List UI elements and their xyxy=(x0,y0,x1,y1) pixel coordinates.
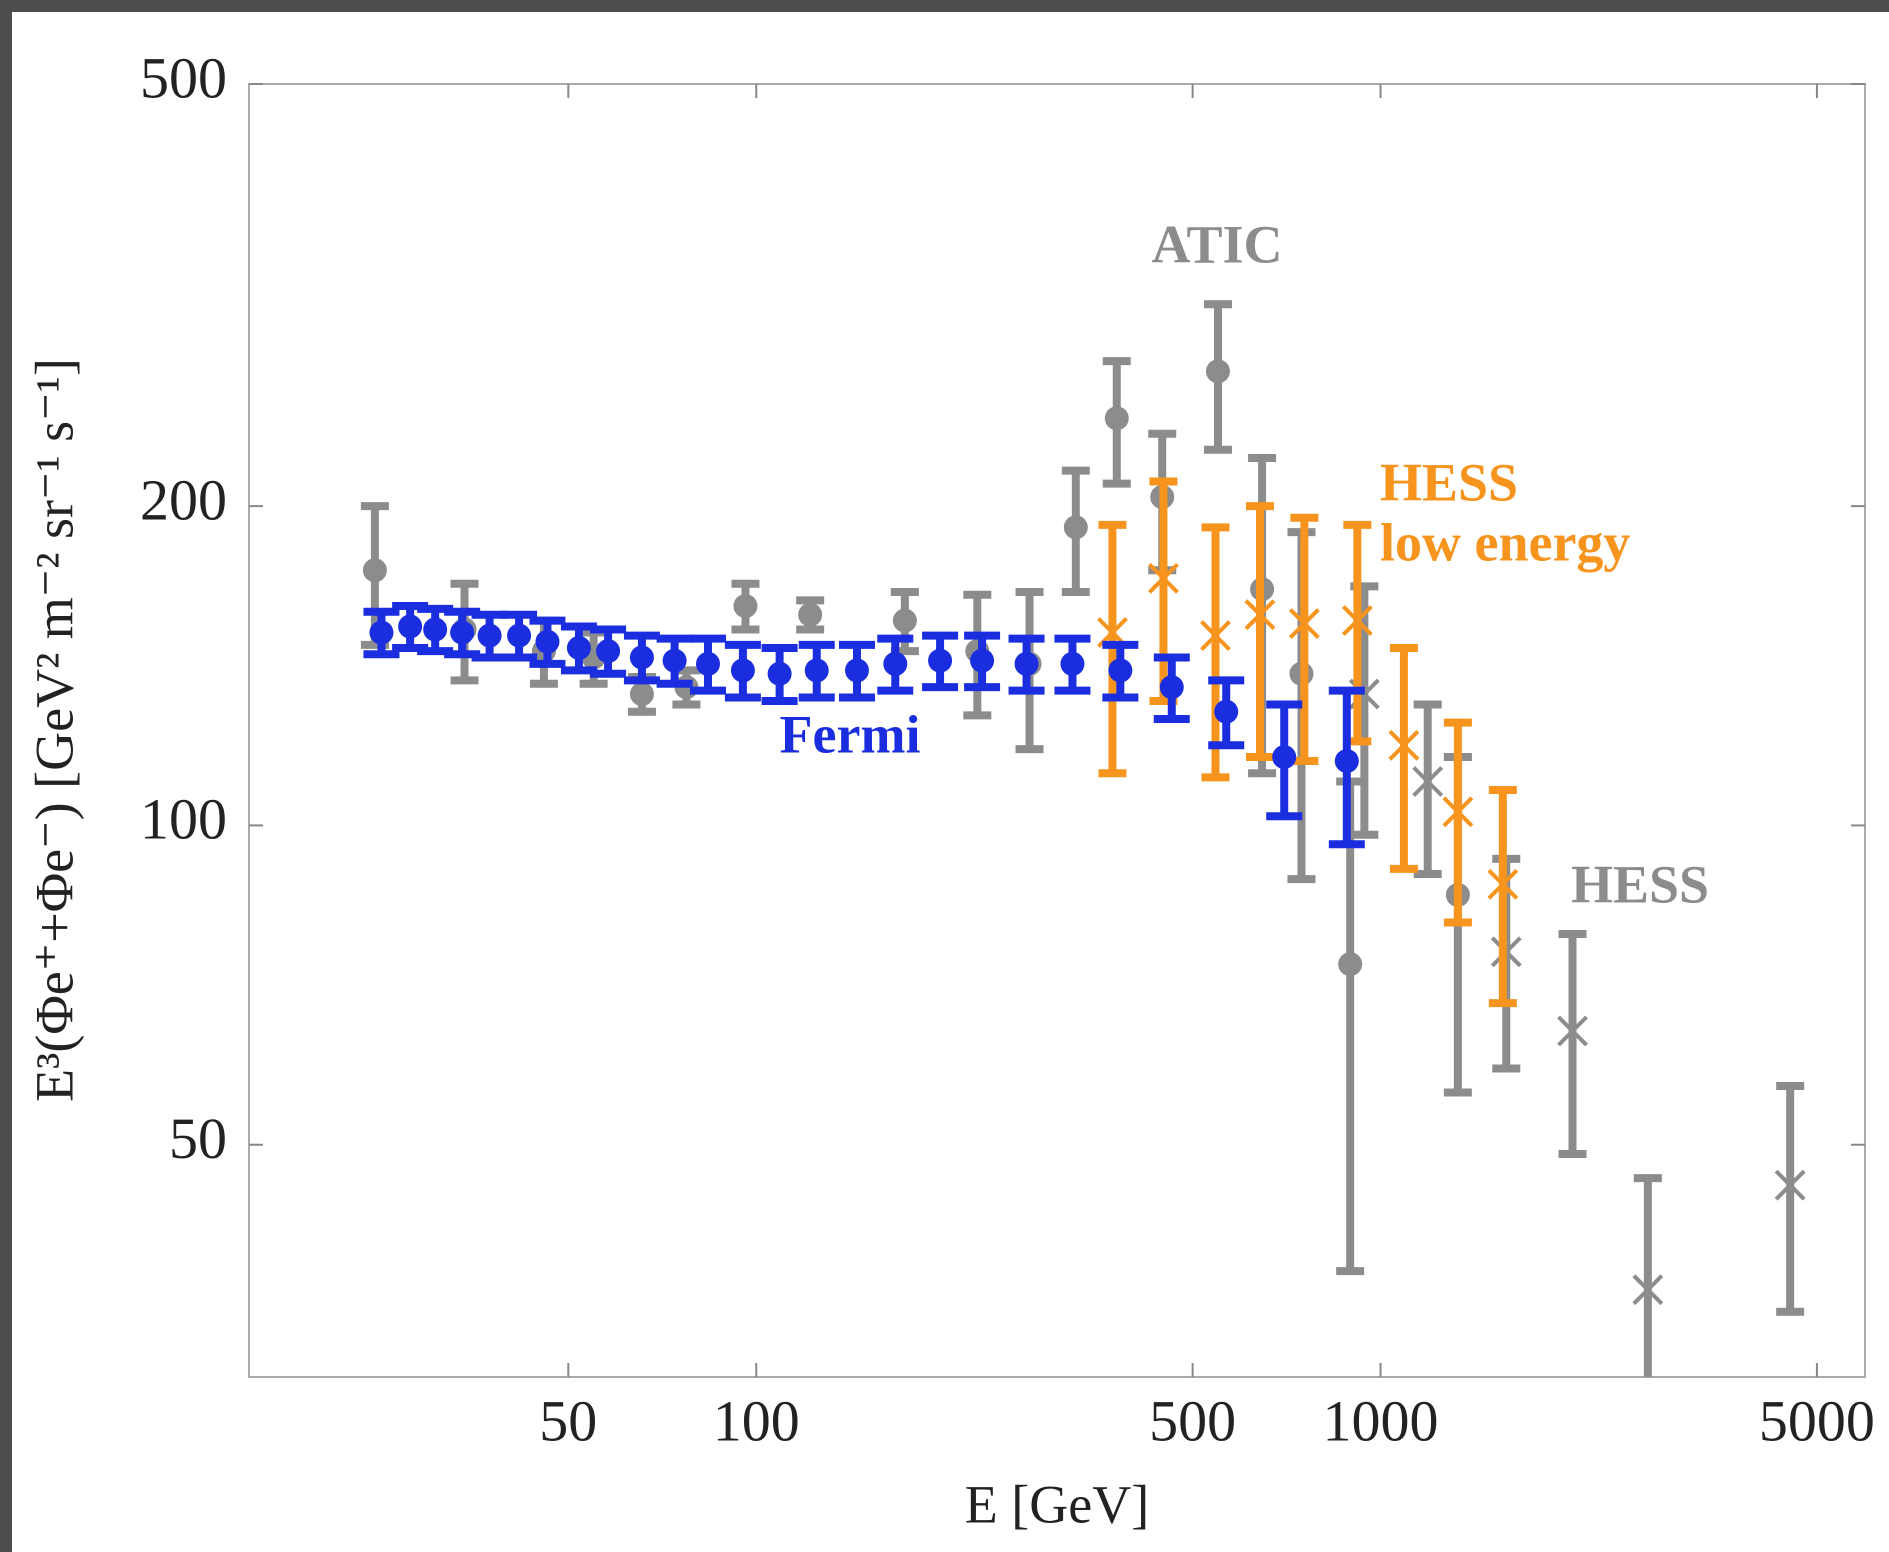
y-axis-label: E³(Φe⁺+Φe⁻) [GeV² m⁻² sr⁻¹ s⁻¹] xyxy=(24,358,84,1102)
point xyxy=(662,648,687,673)
point xyxy=(767,661,792,686)
point xyxy=(1557,1015,1588,1047)
point xyxy=(566,635,591,660)
error-bar xyxy=(1201,523,1230,782)
point xyxy=(1334,749,1359,774)
point xyxy=(695,651,720,676)
point xyxy=(1272,745,1297,770)
point xyxy=(596,639,621,664)
point xyxy=(1063,515,1088,540)
point xyxy=(1412,766,1444,797)
point xyxy=(369,620,394,645)
error-bar xyxy=(1776,1081,1805,1316)
point xyxy=(1244,599,1276,631)
error-bar xyxy=(1633,1174,1662,1377)
point xyxy=(1060,651,1085,676)
point xyxy=(535,629,560,654)
point xyxy=(892,608,917,633)
error-bar xyxy=(1413,700,1442,878)
point xyxy=(1341,605,1373,636)
point xyxy=(477,623,502,648)
point xyxy=(928,648,953,673)
point xyxy=(507,623,532,648)
error-bar xyxy=(1443,718,1472,927)
error-bar xyxy=(1558,930,1587,1159)
series-label: Fermi xyxy=(780,704,921,764)
point xyxy=(362,558,387,583)
y-tick-label: 500 xyxy=(140,45,227,110)
point xyxy=(1108,658,1133,683)
series-label: low energy xyxy=(1380,512,1630,572)
error-bar xyxy=(1488,785,1517,1008)
point xyxy=(733,594,758,619)
point xyxy=(798,602,823,627)
background xyxy=(12,12,1889,1552)
point xyxy=(844,658,869,683)
point xyxy=(1487,868,1519,900)
point xyxy=(1338,952,1363,977)
point xyxy=(629,645,654,670)
series-label: HESS xyxy=(1380,452,1518,512)
y-tick-label: 50 xyxy=(169,1106,227,1171)
error-bar xyxy=(1098,520,1127,778)
point xyxy=(1104,406,1129,431)
x-tick-label: 5000 xyxy=(1759,1388,1875,1453)
point xyxy=(883,651,908,676)
point xyxy=(629,682,654,707)
point xyxy=(1388,729,1420,761)
series-label: HESS xyxy=(1571,854,1709,914)
series-label: ATIC xyxy=(1151,214,1282,274)
x-axis-label: E [GeV] xyxy=(965,1474,1149,1534)
point xyxy=(1288,608,1320,639)
point xyxy=(1442,796,1474,828)
x-tick-label: 500 xyxy=(1149,1388,1236,1453)
point xyxy=(398,614,423,639)
x-tick-label: 50 xyxy=(539,1388,597,1453)
y-tick-label: 100 xyxy=(140,787,227,852)
error-bar xyxy=(1245,502,1274,762)
error-bar xyxy=(1389,643,1418,873)
x-tick-label: 100 xyxy=(713,1388,800,1453)
y-tick-label: 200 xyxy=(140,467,227,532)
point xyxy=(1632,1274,1664,1306)
point xyxy=(450,620,475,645)
point xyxy=(1214,699,1239,724)
x-tick-label: 1000 xyxy=(1323,1388,1439,1453)
point xyxy=(1774,1169,1806,1201)
point xyxy=(730,658,755,683)
point xyxy=(1205,359,1230,384)
plot-frame xyxy=(248,83,1866,1378)
point xyxy=(423,617,448,642)
point xyxy=(1159,675,1184,700)
plot-area xyxy=(360,300,1806,1377)
point xyxy=(804,658,829,683)
point xyxy=(1014,651,1039,676)
point xyxy=(1148,562,1179,594)
point xyxy=(1200,620,1231,651)
point xyxy=(970,648,995,673)
